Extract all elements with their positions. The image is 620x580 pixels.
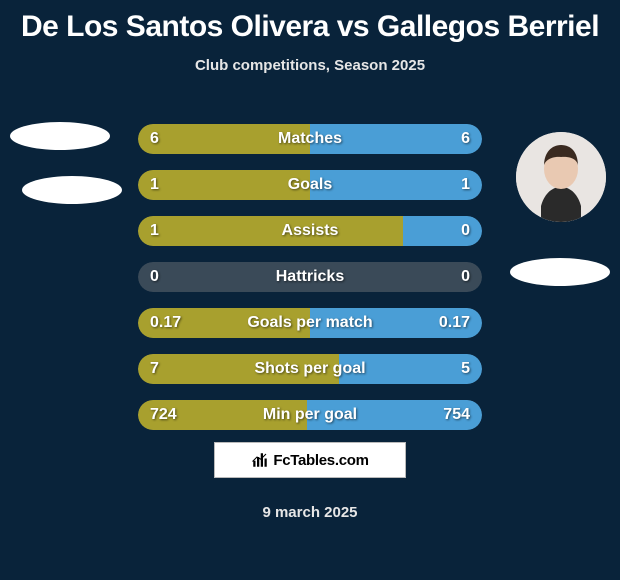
player-right-avatar — [516, 132, 606, 222]
infographic-root: De Los Santos Olivera vs Gallegos Berrie… — [0, 0, 620, 580]
stat-row: 724 Min per goal 754 — [138, 400, 482, 430]
watermark-logo: FcTables.com — [214, 442, 406, 478]
stat-label: Matches — [138, 124, 482, 154]
stat-label: Goals — [138, 170, 482, 200]
player-right-avatar-shadow — [510, 258, 610, 286]
stat-value-left: 6 — [150, 124, 159, 154]
stats-bars: 6 Matches 6 1 Goals 1 1 Assists 0 0 Hatt… — [138, 124, 482, 446]
stat-row: 0.17 Goals per match 0.17 — [138, 308, 482, 338]
footer-date: 9 march 2025 — [0, 504, 620, 521]
bar-chart-icon — [251, 451, 269, 469]
page-title: De Los Santos Olivera vs Gallegos Berrie… — [0, 0, 620, 43]
stat-row: 0 Hattricks 0 — [138, 262, 482, 292]
stat-row: 1 Assists 0 — [138, 216, 482, 246]
stat-label: Shots per goal — [138, 354, 482, 384]
stat-row: 6 Matches 6 — [138, 124, 482, 154]
stat-value-left: 7 — [150, 354, 159, 384]
stat-label: Hattricks — [138, 262, 482, 292]
stat-value-left: 0 — [150, 262, 159, 292]
stat-value-right: 0.17 — [439, 308, 470, 338]
player-left-avatar-shape — [10, 122, 110, 150]
stat-value-right: 1 — [461, 170, 470, 200]
stat-value-left: 1 — [150, 170, 159, 200]
watermark-text: FcTables.com — [273, 452, 368, 469]
stat-label: Goals per match — [138, 308, 482, 338]
stat-label: Assists — [138, 216, 482, 246]
stat-value-right: 0 — [461, 262, 470, 292]
stat-value-right: 6 — [461, 124, 470, 154]
stat-value-left: 0.17 — [150, 308, 181, 338]
stat-value-right: 0 — [461, 216, 470, 246]
stat-value-right: 5 — [461, 354, 470, 384]
stat-value-left: 724 — [150, 400, 177, 430]
subtitle: Club competitions, Season 2025 — [0, 57, 620, 74]
stat-value-right: 754 — [443, 400, 470, 430]
stat-label: Min per goal — [138, 400, 482, 430]
stat-row: 7 Shots per goal 5 — [138, 354, 482, 384]
avatar-placeholder-icon — [516, 132, 606, 222]
stat-row: 1 Goals 1 — [138, 170, 482, 200]
stat-value-left: 1 — [150, 216, 159, 246]
player-left-avatar-shape — [22, 176, 122, 204]
